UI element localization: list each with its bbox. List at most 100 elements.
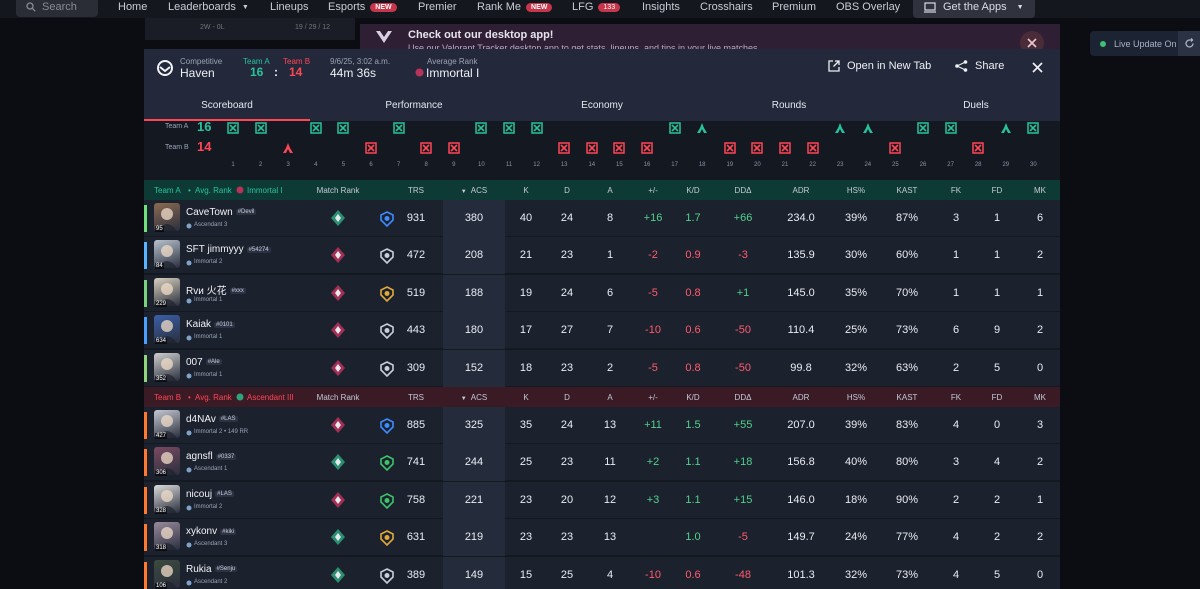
- player-name[interactable]: nicouj #LAS: [186, 488, 234, 500]
- player-name[interactable]: Kaiak #0101: [186, 319, 235, 331]
- desktop-app-banner[interactable]: Check out our desktop app! Use our Valor…: [360, 24, 1060, 53]
- round-win-elimination-icon[interactable]: [779, 142, 791, 154]
- round-win-elimination-icon[interactable]: [751, 142, 764, 154]
- round-win-elimination-icon[interactable]: [475, 122, 488, 134]
- player-row[interactable]: 427 d4NAv #LAS Immortal 2 • 149 RR 885 325 35 2…: [144, 407, 1060, 444]
- player-name[interactable]: Rukia #Senju: [186, 563, 238, 575]
- round-win-elimination-icon[interactable]: [503, 122, 515, 134]
- round-win-elimination-icon[interactable]: [310, 122, 322, 134]
- nav-crosshairs[interactable]: Crosshairs: [700, 1, 753, 13]
- column-header-acs[interactable]: ▼ ACS: [460, 393, 488, 402]
- live-update-toggle[interactable]: Live Update On: [1090, 31, 1200, 56]
- column-header-kast[interactable]: KAST: [896, 393, 918, 402]
- column-header-fk[interactable]: FK: [950, 186, 962, 195]
- round-win-elimination-icon[interactable]: [365, 142, 377, 154]
- nav-home[interactable]: Home: [118, 1, 148, 13]
- player-row[interactable]: 84 SFT jimmyyy #54274 Immortal 2 472 208 21 23 1…: [144, 237, 1060, 275]
- round-win-elimination-icon[interactable]: [889, 142, 902, 154]
- tab-rounds[interactable]: Rounds: [771, 99, 807, 111]
- column-header-kast[interactable]: KAST: [896, 186, 918, 195]
- column-header-pm[interactable]: +/-: [648, 393, 658, 402]
- column-header-trs[interactable]: TRS: [408, 186, 424, 195]
- nav-insights[interactable]: Insights: [642, 1, 680, 13]
- round-win-elimination-icon[interactable]: [448, 142, 460, 154]
- round-win-defuse-icon[interactable]: [282, 142, 294, 154]
- round-win-elimination-icon[interactable]: [558, 142, 570, 154]
- round-win-elimination-icon[interactable]: [254, 122, 267, 134]
- column-header-hs[interactable]: HS%: [846, 186, 866, 195]
- tab-duels[interactable]: Duels: [963, 99, 989, 111]
- column-header-d[interactable]: D: [564, 186, 570, 195]
- round-win-elimination-icon[interactable]: [806, 142, 819, 154]
- column-header-k[interactable]: K: [523, 393, 529, 402]
- column-header-a[interactable]: A: [607, 186, 613, 195]
- column-header-kd[interactable]: K/D: [686, 393, 700, 402]
- player-name[interactable]: Rvи 火花 #xxx: [186, 285, 246, 297]
- column-header-acs[interactable]: ▼ ACS: [460, 186, 488, 195]
- player-row[interactable]: 229 Rvи 火花 #xxx Immortal 1 519 188 19 24 6 -5 0.8 +…: [144, 274, 1060, 312]
- column-header-dd[interactable]: DDΔ: [734, 393, 752, 402]
- round-win-elimination-icon[interactable]: [530, 122, 543, 134]
- tab-performance[interactable]: Performance: [385, 99, 443, 111]
- column-header-pm[interactable]: +/-: [648, 186, 658, 195]
- column-header-mk[interactable]: MK: [1034, 186, 1046, 195]
- round-win-defuse-icon[interactable]: [696, 122, 708, 134]
- column-header-fk[interactable]: FK: [950, 393, 962, 402]
- nav-obs-overlay[interactable]: OBS Overlay: [836, 1, 901, 13]
- player-name[interactable]: agnsfl #0337: [186, 451, 237, 463]
- column-header-dd[interactable]: DDΔ: [734, 186, 752, 195]
- refresh-icon[interactable]: [1178, 31, 1200, 56]
- round-win-elimination-icon[interactable]: [392, 122, 405, 134]
- column-header-trs[interactable]: TRS: [408, 393, 424, 402]
- round-win-elimination-icon[interactable]: [420, 142, 432, 154]
- tab-economy[interactable]: Economy: [581, 99, 623, 111]
- round-win-elimination-icon[interactable]: [1027, 122, 1040, 134]
- nav-premier[interactable]: Premier: [418, 1, 457, 13]
- round-win-elimination-icon[interactable]: [944, 122, 957, 134]
- column-header-mr[interactable]: Match Rank: [316, 186, 360, 195]
- player-row[interactable]: 106 Rukia #Senju Ascendant 2 389 149 15 25 4 -10 0…: [144, 556, 1060, 589]
- column-header-hs[interactable]: HS%: [846, 393, 866, 402]
- round-win-elimination-icon[interactable]: [337, 122, 350, 134]
- column-header-mk[interactable]: MK: [1034, 393, 1046, 402]
- nav-lineups[interactable]: Lineups: [270, 1, 309, 13]
- nav-premium[interactable]: Premium: [772, 1, 817, 13]
- player-name[interactable]: CaveTown #Devil: [186, 207, 257, 218]
- round-win-elimination-icon[interactable]: [668, 122, 681, 134]
- open-new-tab-button[interactable]: Open in New Tab: [828, 60, 931, 72]
- round-win-defuse-icon[interactable]: [862, 122, 874, 134]
- player-row[interactable]: 318 xykonv #kiki Ascendant 3 631 219 23 23 13 1.0…: [144, 519, 1060, 557]
- round-win-elimination-icon[interactable]: [613, 142, 626, 154]
- column-header-mr[interactable]: Match Rank: [316, 393, 360, 402]
- column-header-adr[interactable]: ADR: [792, 186, 810, 195]
- round-win-elimination-icon[interactable]: [724, 142, 736, 154]
- round-win-elimination-icon[interactable]: [586, 142, 598, 154]
- column-header-adr[interactable]: ADR: [792, 393, 810, 402]
- search-input[interactable]: Search: [16, 0, 98, 17]
- tab-scoreboard[interactable]: Scoreboard: [201, 99, 253, 111]
- nav-rank-me[interactable]: Rank Me NEW: [477, 0, 553, 14]
- player-row[interactable]: 95 CaveTown #Devil Ascendant 3 931 380 40 24 8 +1…: [144, 200, 1060, 237]
- close-icon[interactable]: [1032, 62, 1043, 73]
- round-win-elimination-icon[interactable]: [227, 122, 239, 134]
- column-header-fd[interactable]: FD: [991, 186, 1003, 195]
- agent-avatar[interactable]: [154, 484, 180, 513]
- player-name[interactable]: 007 #Ale: [186, 356, 222, 368]
- round-win-elimination-icon[interactable]: [917, 122, 929, 134]
- round-win-elimination-icon[interactable]: [972, 142, 984, 154]
- share-button[interactable]: Share: [955, 60, 1004, 72]
- player-row[interactable]: 634 Kaiak #0101 Immortal 1 443 180 17 27 7 -10 0.6…: [144, 312, 1060, 350]
- player-name[interactable]: d4NAv #LAS: [186, 414, 238, 425]
- nav-lfg[interactable]: LFG 133: [572, 0, 621, 14]
- column-header-kd[interactable]: K/D: [686, 186, 700, 195]
- nav-leaderboards[interactable]: Leaderboards ▼: [168, 1, 249, 13]
- column-header-d[interactable]: D: [564, 393, 570, 402]
- column-header-a[interactable]: A: [607, 393, 613, 402]
- round-win-defuse-icon[interactable]: [1000, 122, 1012, 134]
- round-win-elimination-icon[interactable]: [641, 142, 653, 154]
- player-name[interactable]: xykonv #kiki: [186, 526, 237, 538]
- round-win-defuse-icon[interactable]: [834, 122, 846, 134]
- player-row[interactable]: 352 007 #Ale Immortal 1 309 152 18 23 2 -5 0.8 -50 9…: [144, 349, 1060, 387]
- player-row[interactable]: 306 agnsfl #0337 Ascendant 1 741 244 25 23 11 +2 1…: [144, 444, 1060, 482]
- column-header-fd[interactable]: FD: [991, 393, 1003, 402]
